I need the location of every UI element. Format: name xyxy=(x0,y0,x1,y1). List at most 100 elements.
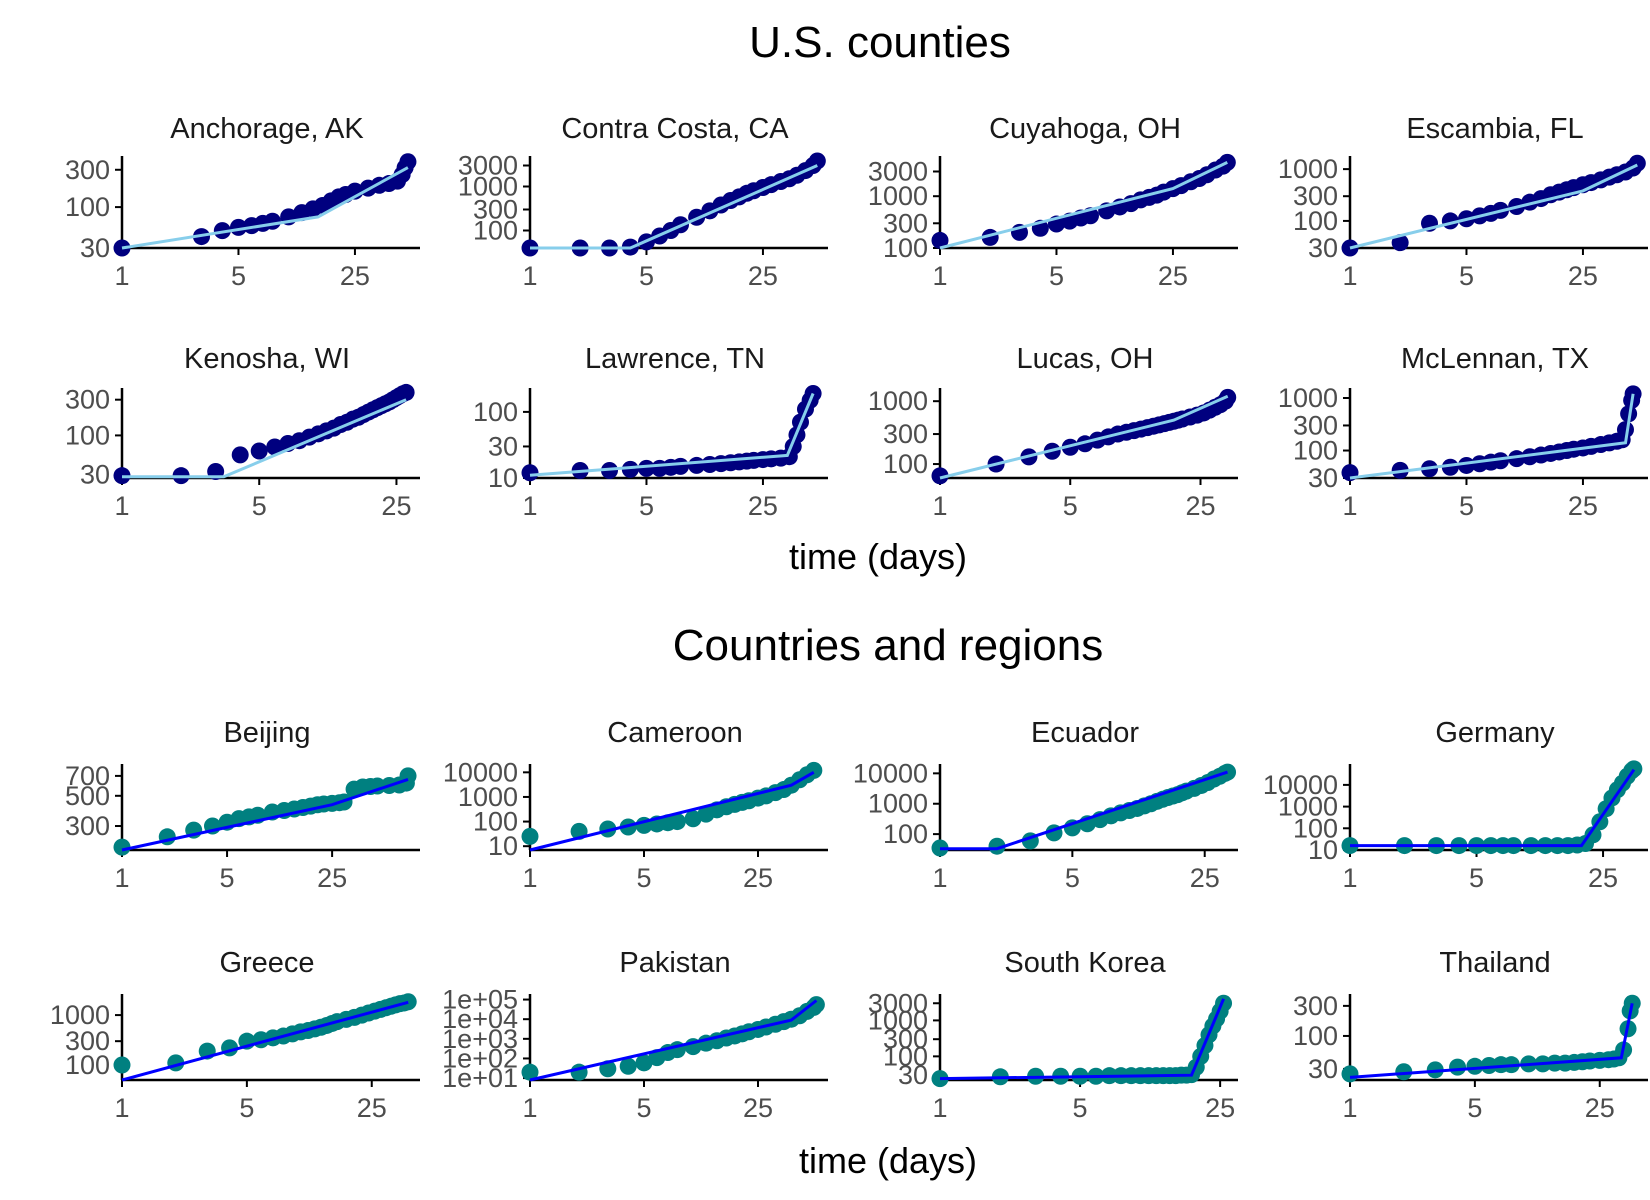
y-tick-label: 100 xyxy=(1293,436,1338,466)
x-tick-label: 1 xyxy=(522,1093,537,1123)
fit-line xyxy=(529,770,815,852)
y-tick-label: 10000 xyxy=(1263,770,1338,800)
y-tick-label: 300 xyxy=(65,385,110,415)
x-tick-label: 5 xyxy=(1049,261,1064,291)
x-tick-label: 5 xyxy=(1073,1093,1088,1123)
y-tick-label: 30 xyxy=(898,1060,928,1090)
y-tick-label: 3000 xyxy=(458,150,518,180)
data-point xyxy=(521,827,539,845)
panel-title: McLennan, TX xyxy=(1401,343,1589,375)
y-tick-label: 1000 xyxy=(1278,792,1338,822)
y-tick-label: 1000 xyxy=(868,181,928,211)
y-tick-label: 100 xyxy=(883,233,928,263)
data-point xyxy=(399,993,417,1011)
y-tick-label: 1000 xyxy=(868,789,928,819)
section-title-us-counties: U.S. counties xyxy=(749,18,1011,67)
y-tick-label: 100 xyxy=(65,1050,110,1080)
data-point xyxy=(397,383,415,401)
x-tick-label: 1 xyxy=(932,261,947,291)
x-tick-label: 25 xyxy=(1568,261,1598,291)
y-tick-label: 1000 xyxy=(458,782,518,812)
panel-title: Cuyahoga, OH xyxy=(989,113,1181,145)
data-point xyxy=(637,459,655,477)
data-point xyxy=(263,212,281,230)
data-point xyxy=(521,464,539,482)
x-tick-label: 1 xyxy=(522,261,537,291)
x-tick-label: 5 xyxy=(1467,1093,1482,1123)
y-tick-label: 10000 xyxy=(853,758,928,788)
x-tick-label: 1 xyxy=(1342,261,1357,291)
data-point xyxy=(988,837,1006,855)
x-tick-label: 25 xyxy=(1205,1093,1235,1123)
data-point xyxy=(684,810,702,828)
x-tick-label: 1 xyxy=(522,491,537,521)
fit-line xyxy=(122,398,407,479)
x-tick-label: 5 xyxy=(1063,491,1078,521)
section-title-countries: Countries and regions xyxy=(673,621,1103,670)
data-point xyxy=(1215,994,1233,1012)
x-tick-label: 1 xyxy=(932,1093,947,1123)
data-point xyxy=(231,446,249,464)
x-tick-label: 1 xyxy=(932,863,947,893)
y-tick-label: 10 xyxy=(1308,835,1338,865)
data-point xyxy=(113,838,131,856)
fit-line xyxy=(529,999,818,1082)
y-tick-label: 1000 xyxy=(868,1005,928,1035)
panel-title: Anchorage, AK xyxy=(170,113,364,145)
y-tick-label: 100 xyxy=(1293,813,1338,843)
y-tick-label: 700 xyxy=(65,761,110,791)
data-point xyxy=(619,1057,637,1075)
y-tick-label: 1000 xyxy=(50,1000,110,1030)
fit-line xyxy=(1349,393,1635,480)
fit-line xyxy=(939,998,1225,1081)
panel-title: Kenosha, WI xyxy=(184,343,350,375)
y-tick-label: 300 xyxy=(883,419,928,449)
y-tick-label: 100 xyxy=(1293,1021,1338,1051)
panel-title: Thailand xyxy=(1439,947,1550,979)
y-tick-label: 300 xyxy=(65,811,110,841)
y-tick-label: 100 xyxy=(65,192,110,222)
y-tick-label: 100 xyxy=(473,807,518,837)
y-tick-label: 1e+02 xyxy=(442,1043,518,1073)
x-tick-label: 5 xyxy=(252,491,267,521)
x-tick-label: 1 xyxy=(932,491,947,521)
y-tick-label: 100 xyxy=(473,215,518,245)
data-point xyxy=(931,467,949,485)
y-tick-label: 30 xyxy=(1308,1054,1338,1084)
fit-line xyxy=(1349,1003,1634,1079)
x-axis-label-us-counties: time (days) xyxy=(789,536,967,577)
x-tick-label: 5 xyxy=(639,261,654,291)
data-point xyxy=(1449,1058,1467,1076)
y-tick-label: 10 xyxy=(488,831,518,861)
y-tick-label: 3000 xyxy=(868,988,928,1018)
fit-line xyxy=(940,770,1228,851)
data-point xyxy=(521,1063,539,1081)
panel-title: Beijing xyxy=(223,717,310,749)
x-tick-label: 25 xyxy=(748,491,778,521)
data-point xyxy=(266,438,284,456)
data-point xyxy=(1584,826,1602,844)
x-tick-label: 25 xyxy=(340,261,370,291)
x-tick-label: 5 xyxy=(231,261,246,291)
x-tick-label: 25 xyxy=(1588,863,1618,893)
data-point xyxy=(113,1056,131,1074)
data-point xyxy=(931,231,949,249)
x-tick-label: 25 xyxy=(357,1093,387,1123)
x-tick-label: 1 xyxy=(1342,491,1357,521)
data-point xyxy=(1218,153,1236,171)
y-tick-label: 300 xyxy=(65,155,110,185)
y-tick-label: 300 xyxy=(65,1026,110,1056)
y-tick-label: 300 xyxy=(1293,410,1338,440)
y-tick-label: 30 xyxy=(1308,233,1338,263)
data-point xyxy=(1623,994,1641,1012)
fit-line xyxy=(529,392,815,477)
